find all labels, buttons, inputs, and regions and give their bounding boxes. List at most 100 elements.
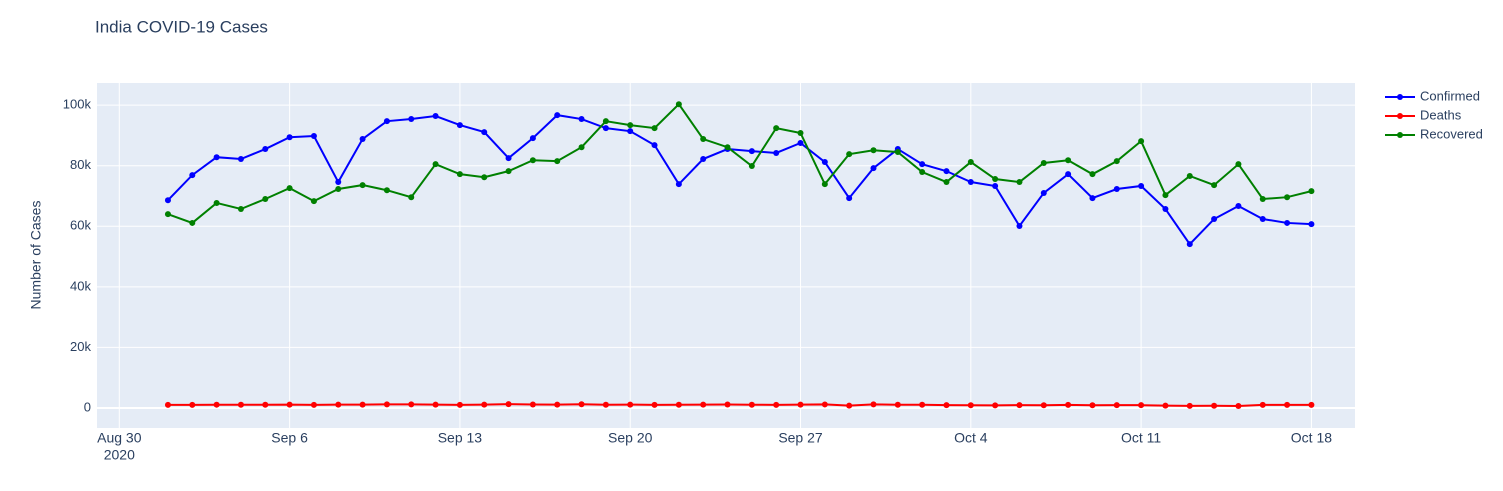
point: [359, 182, 366, 189]
point: [821, 181, 828, 188]
point: [1162, 206, 1169, 213]
point: [748, 401, 755, 408]
point: [505, 401, 512, 408]
point: [602, 401, 609, 408]
x-tick-label: Oct 4: [954, 430, 988, 446]
point: [1089, 171, 1096, 178]
point: [821, 401, 828, 408]
point: [1065, 157, 1072, 164]
point: [408, 401, 415, 408]
point: [1235, 402, 1242, 409]
point: [481, 174, 488, 181]
point: [992, 182, 999, 189]
point: [213, 401, 220, 408]
point: [189, 401, 196, 408]
point: [919, 401, 926, 408]
point: [286, 134, 293, 141]
point: [1138, 138, 1145, 145]
point: [456, 122, 463, 129]
point: [1284, 401, 1291, 408]
point: [748, 162, 755, 169]
point: [578, 144, 585, 151]
point: [505, 155, 512, 162]
y-tick-label: 60k: [70, 218, 91, 233]
legend-item: Recovered: [1385, 126, 1483, 141]
y-tick-label: 80k: [70, 157, 91, 172]
y-tick-label: 20k: [70, 339, 91, 354]
point: [262, 401, 269, 408]
point: [821, 159, 828, 166]
point: [1211, 182, 1218, 189]
point: [432, 113, 439, 120]
point: [408, 116, 415, 123]
y-tick-label: 0: [84, 399, 91, 414]
legend-marker: [1397, 132, 1403, 138]
point: [213, 199, 220, 206]
point: [1308, 188, 1315, 195]
point: [992, 176, 999, 183]
x-tick-label: Aug 30: [97, 430, 142, 446]
point: [797, 129, 804, 136]
point: [1308, 221, 1315, 228]
point: [1162, 192, 1169, 199]
point: [1284, 194, 1291, 201]
point: [602, 125, 609, 132]
point: [1186, 172, 1193, 179]
point: [335, 186, 342, 193]
point: [189, 219, 196, 226]
point: [481, 401, 488, 408]
point: [262, 196, 269, 203]
point: [627, 128, 634, 135]
point: [237, 156, 244, 163]
point: [1186, 241, 1193, 248]
point: [846, 151, 853, 158]
x-tick-year: 2020: [104, 447, 135, 463]
point: [651, 401, 658, 408]
point: [1259, 401, 1266, 408]
x-tick-label: Sep 6: [271, 430, 308, 446]
point: [773, 401, 780, 408]
point: [578, 401, 585, 408]
point: [773, 149, 780, 156]
point: [943, 168, 950, 175]
point: [1113, 186, 1120, 193]
point: [310, 401, 317, 408]
point: [310, 133, 317, 140]
legend-label: Recovered: [1420, 126, 1483, 141]
point: [797, 401, 804, 408]
point: [651, 125, 658, 132]
point: [894, 149, 901, 156]
legend-item: Deaths: [1385, 107, 1462, 122]
point: [1211, 216, 1218, 223]
point: [505, 168, 512, 175]
chart-title: India COVID-19 Cases: [95, 17, 268, 36]
x-tick-label: Sep 13: [438, 430, 483, 446]
point: [1113, 158, 1120, 165]
plot-area: [97, 83, 1355, 428]
point: [456, 171, 463, 178]
point: [1186, 402, 1193, 409]
point: [554, 112, 561, 119]
legend-marker: [1397, 94, 1403, 100]
point: [1235, 202, 1242, 209]
x-tick-label: Oct 18: [1291, 430, 1332, 446]
point: [943, 402, 950, 409]
point: [189, 172, 196, 179]
point: [773, 125, 780, 132]
point: [675, 181, 682, 188]
point: [627, 122, 634, 129]
point: [456, 401, 463, 408]
point: [870, 165, 877, 172]
point: [1089, 402, 1096, 409]
y-tick-label: 40k: [70, 278, 91, 293]
point: [1113, 402, 1120, 409]
point: [1308, 401, 1315, 408]
point: [943, 179, 950, 186]
point: [262, 146, 269, 153]
point: [213, 154, 220, 161]
point: [870, 401, 877, 408]
point: [335, 179, 342, 186]
point: [1040, 189, 1047, 196]
point: [1016, 402, 1023, 409]
point: [627, 401, 634, 408]
